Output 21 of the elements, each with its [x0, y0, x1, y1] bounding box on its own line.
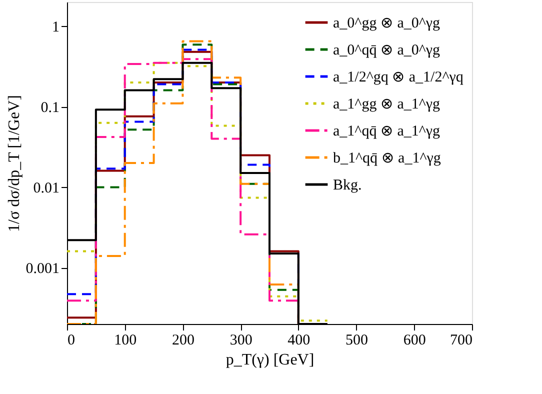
x-tick-label: 500 — [346, 332, 368, 348]
legend-label: a_1/2^gq ⊗ a_1/2^γq — [333, 70, 464, 86]
y-tick-label: 0.001 — [26, 261, 60, 278]
x-tick-label: 200 — [172, 332, 194, 348]
legend-label: a_1^qq̄ ⊗ a_1^γg — [333, 124, 441, 140]
legend-label: b_1^qq̄ ⊗ a_1^γg — [333, 150, 442, 166]
y-axis-title: 1/σ dσ/dp_T [1/GeV] — [6, 95, 23, 232]
legend-label: a_1^gg ⊗ a_1^γg — [333, 96, 441, 112]
x-tick-label: 600 — [403, 332, 426, 348]
x-axis-title: p_T(γ) [GeV] — [226, 352, 314, 368]
legend-label: a_0^gg ⊗ a_0^γg — [333, 16, 441, 32]
legend-label: a_0^qq̄ ⊗ a_0^γg — [333, 42, 441, 58]
x-tick-label: 100 — [114, 332, 137, 348]
x-tick-label: 700 — [450, 332, 472, 348]
legend-label: Bkg. — [333, 178, 362, 194]
x-tick-label: 0 — [68, 332, 75, 348]
x-tick-label: 400 — [288, 332, 310, 348]
y-tick-label: 0.01 — [33, 180, 60, 197]
x-tick-label: 300 — [230, 332, 252, 348]
y-tick-label: 1 — [52, 20, 60, 36]
y-tick-label: 0.1 — [40, 100, 60, 116]
